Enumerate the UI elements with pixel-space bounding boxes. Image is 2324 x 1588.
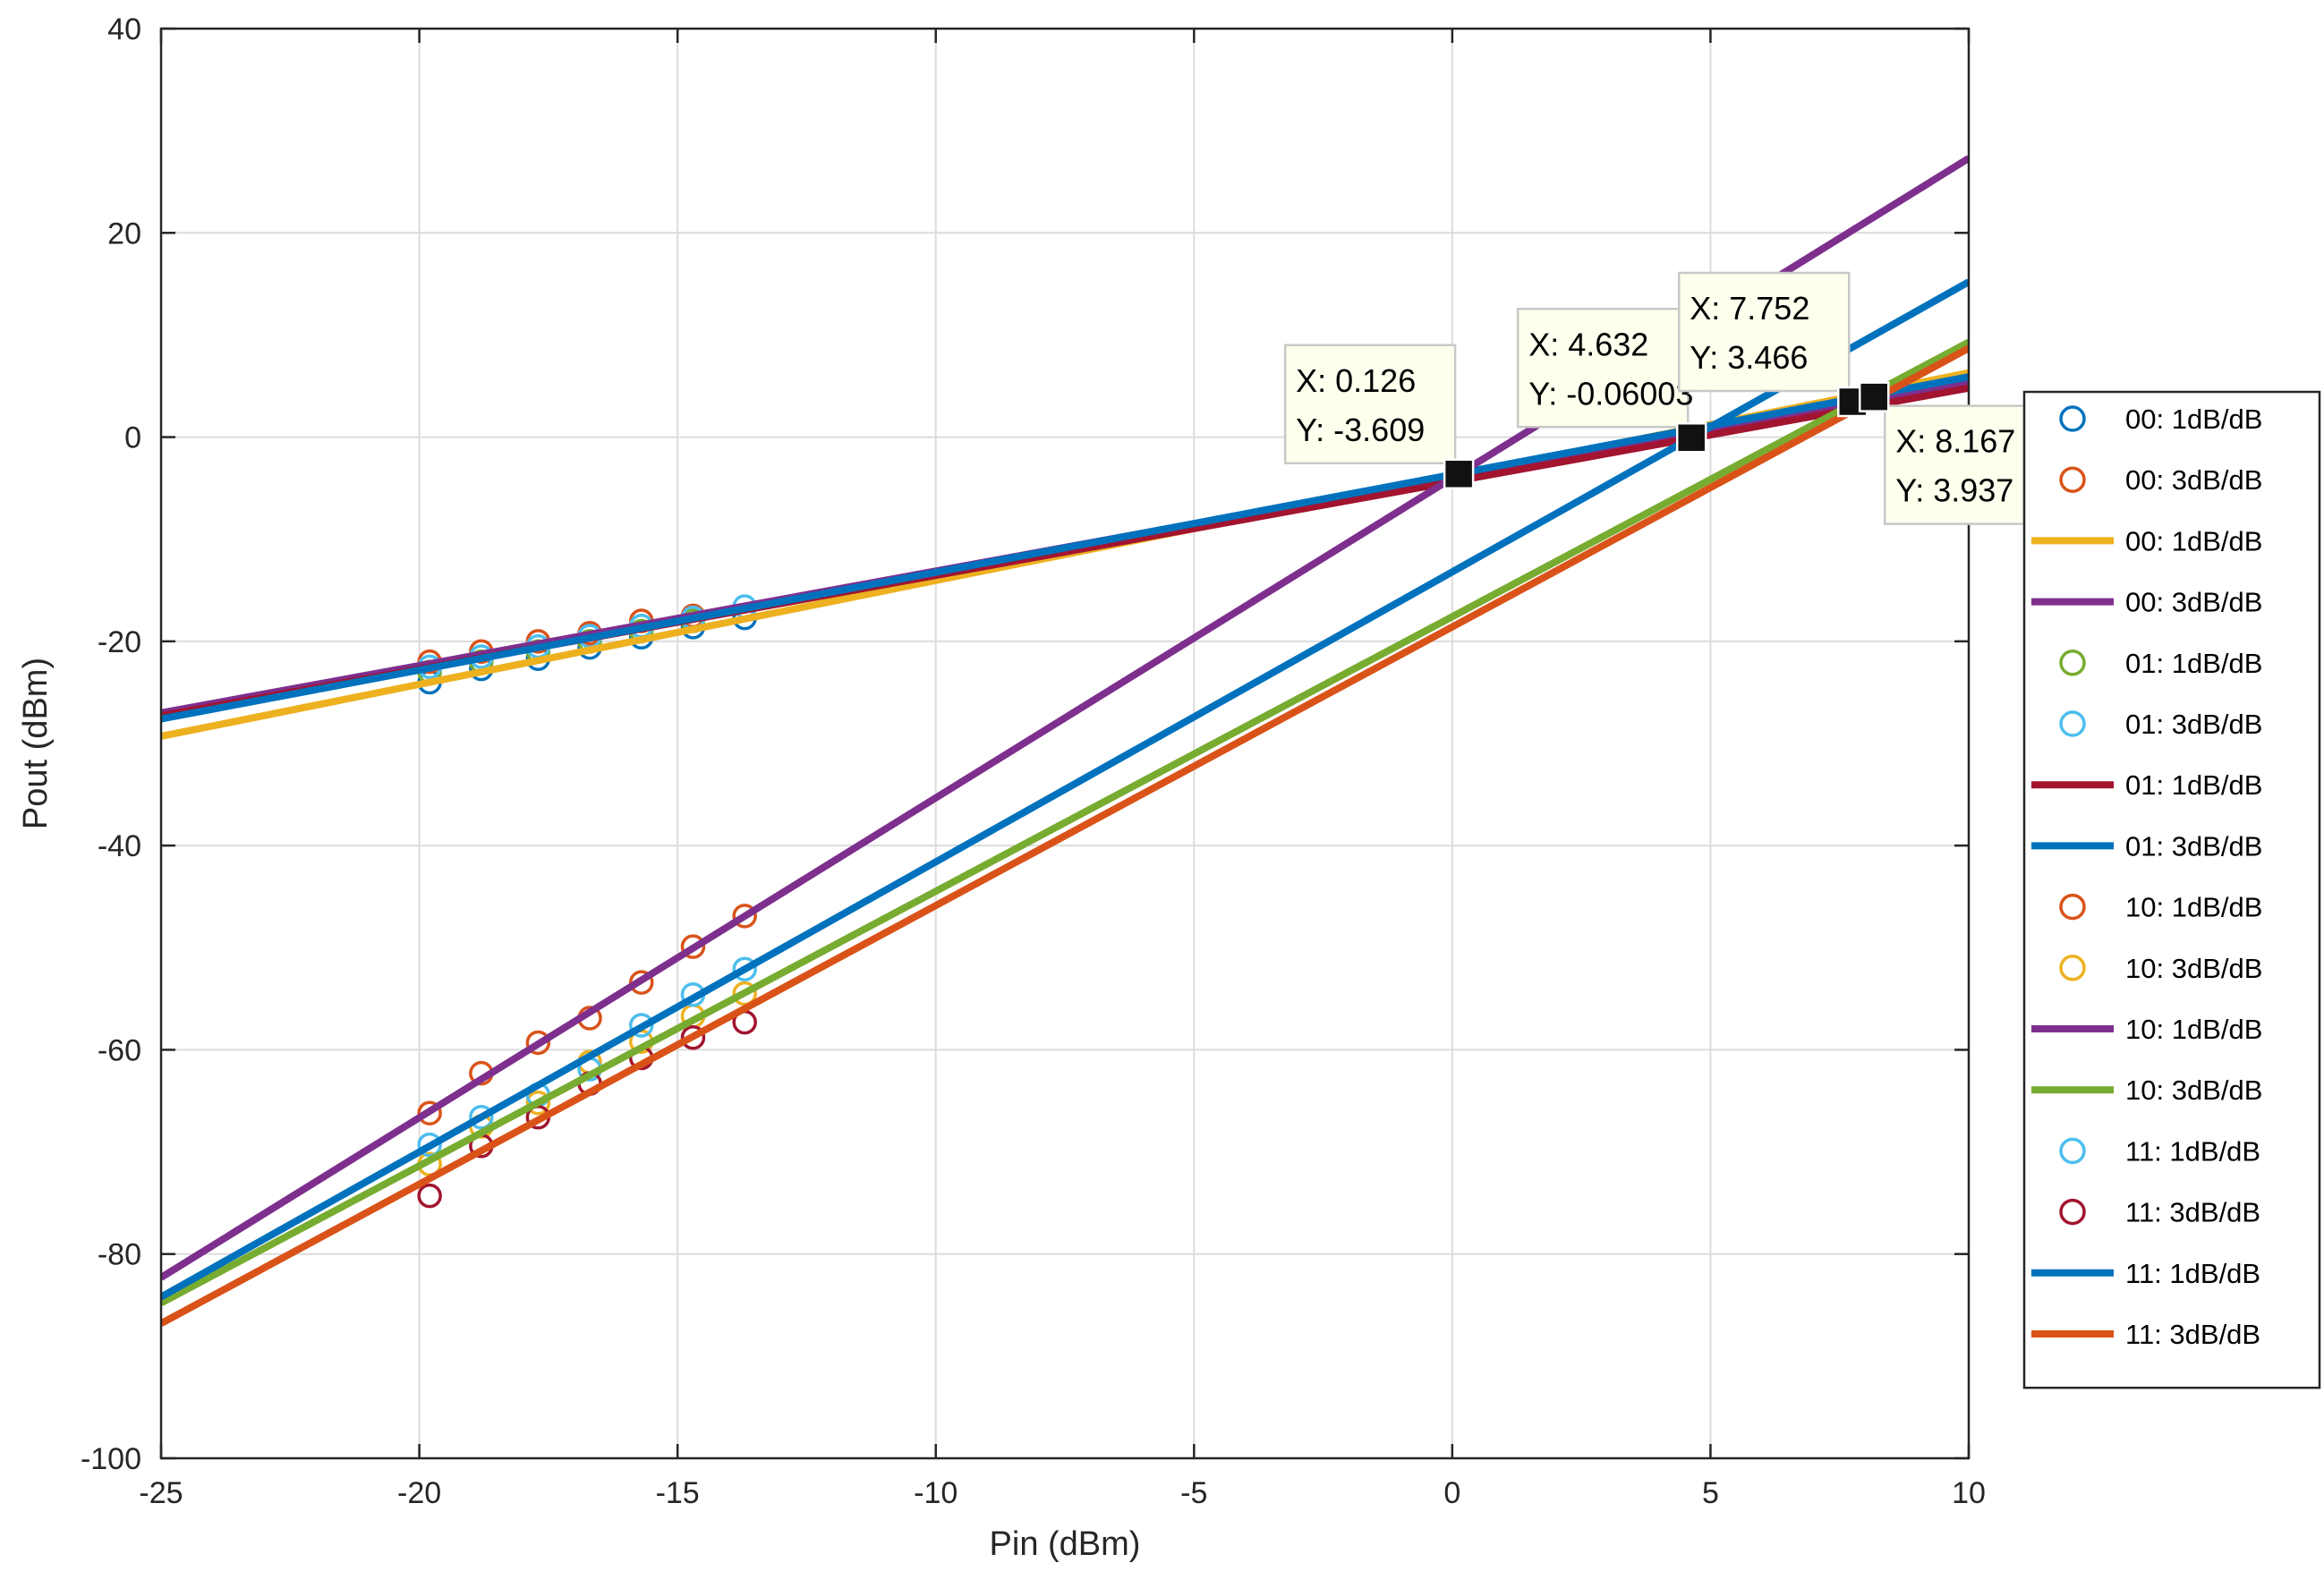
series-marker — [525, 1030, 551, 1056]
datatip-x-value: X: 4.632 — [1528, 326, 1648, 362]
y-tick-label: -60 — [98, 1033, 141, 1067]
legend-label: 00: 3dB/dB — [2125, 464, 2262, 496]
legend-label: 11: 3dB/dB — [2125, 1197, 2260, 1228]
series-marker — [732, 956, 757, 982]
legend-item[interactable]: 11: 3dB/dB — [2059, 1197, 2260, 1228]
datatip[interactable]: X: 4.632 Y: -0.06003 — [1516, 308, 1707, 454]
datatip-box — [1678, 271, 1851, 393]
x-tick-label: -10 — [914, 1476, 958, 1510]
legend-label: 10: 3dB/dB — [2125, 953, 2262, 984]
x-tick-label: -5 — [1180, 1476, 1207, 1510]
legend-label: 10: 1dB/dB — [2125, 1014, 2262, 1045]
legend-label: 01: 1dB/dB — [2125, 648, 2262, 679]
legend-label: 11: 1dB/dB — [2125, 1258, 2260, 1289]
legend-label: 01: 3dB/dB — [2125, 709, 2262, 740]
legend-item[interactable]: 10: 3dB/dB — [2031, 1074, 2262, 1106]
series-marker — [732, 904, 757, 929]
y-axis-label: Pout (dBm) — [17, 658, 55, 829]
y-tick-label: 0 — [124, 421, 141, 455]
x-tick-label: -25 — [139, 1476, 183, 1510]
legend-label: 00: 1dB/dB — [2125, 525, 2262, 556]
legend-item[interactable]: 01: 3dB/dB — [2031, 830, 2262, 862]
legend-box — [2022, 390, 2321, 1389]
series-marker — [469, 1105, 494, 1130]
legend-item[interactable]: 00: 3dB/dB — [2059, 464, 2262, 496]
legend-item[interactable]: 11: 1dB/dB — [2031, 1258, 2260, 1289]
legend-item[interactable]: 01: 3dB/dB — [2059, 709, 2262, 740]
legend-label: 11: 3dB/dB — [2125, 1319, 2260, 1350]
legend-marker-swatch — [2059, 955, 2086, 981]
legend-item[interactable]: 10: 3dB/dB — [2059, 953, 2262, 984]
legend-label: 10: 1dB/dB — [2125, 892, 2262, 923]
legend-item[interactable]: 00: 1dB/dB — [2059, 403, 2262, 435]
legend-marker-swatch — [2059, 650, 2086, 676]
y-tick-label: 20 — [107, 217, 141, 251]
series-marker — [628, 1013, 654, 1038]
series-marker — [417, 1100, 442, 1125]
legend-marker-swatch — [2059, 466, 2086, 493]
datatip-y-value: Y: 3.466 — [1690, 339, 1808, 376]
legend[interactable]: 00: 1dB/dB 00: 3dB/dB 00: 1dB/dB 00: 3dB/dB… — [2022, 390, 2321, 1389]
x-axis-label: Pin (dBm) — [990, 1525, 1141, 1563]
legend-label: 10: 3dB/dB — [2125, 1074, 2262, 1106]
series-line — [161, 338, 1969, 1307]
datatip-marker — [1443, 458, 1475, 490]
legend-marker-swatch — [2059, 710, 2086, 737]
y-tick-label: -80 — [98, 1238, 141, 1272]
series-line — [161, 344, 1969, 1327]
x-tick-label: -15 — [656, 1476, 700, 1510]
x-tick-label: 10 — [1952, 1476, 1986, 1510]
legend-marker-swatch — [2059, 893, 2086, 921]
series-marker — [525, 1091, 551, 1116]
y-tick-label: 40 — [107, 13, 141, 47]
series-marker — [732, 981, 757, 1006]
y-tick-label: -20 — [98, 625, 141, 659]
datatip-y-value: Y: -0.06003 — [1528, 375, 1693, 412]
legend-marker-swatch — [2059, 1198, 2086, 1226]
legend-item[interactable]: 00: 1dB/dB — [2031, 525, 2262, 556]
legend-label: 11: 1dB/dB — [2125, 1135, 2260, 1167]
datatip-x-value: X: 0.126 — [1296, 362, 1416, 399]
x-tick-label: 0 — [1443, 1476, 1460, 1510]
legend-label: 00: 1dB/dB — [2125, 403, 2262, 435]
x-tick-label: -20 — [397, 1476, 441, 1510]
legend-item[interactable]: 00: 3dB/dB — [2031, 587, 2262, 618]
datatip[interactable]: X: 0.126 Y: -3.609 — [1283, 344, 1475, 490]
series-marker — [680, 934, 706, 959]
datatip-x-value: X: 7.752 — [1690, 290, 1809, 327]
datatip[interactable]: X: 7.752 Y: 3.466 — [1678, 271, 1869, 418]
legend-marker-swatch — [2059, 405, 2086, 432]
datatip-x-value: X: 8.167 — [1895, 423, 2015, 460]
legend-marker-swatch — [2059, 1137, 2086, 1165]
y-tick-label: -40 — [98, 829, 141, 863]
series-marker — [680, 1024, 706, 1050]
datatip-y-value: Y: -3.609 — [1296, 412, 1425, 448]
datatip-y-value: Y: 3.937 — [1895, 472, 2013, 509]
legend-item[interactable]: 10: 1dB/dB — [2031, 1014, 2262, 1045]
legend-item[interactable]: 01: 1dB/dB — [2059, 648, 2262, 679]
x-tick-label: 5 — [1702, 1476, 1719, 1510]
series-line — [161, 373, 1969, 723]
series-marker — [417, 1132, 442, 1158]
datatip-marker — [1675, 422, 1707, 454]
legend-item[interactable]: 10: 1dB/dB — [2059, 892, 2262, 923]
legend-item[interactable]: 11: 1dB/dB — [2059, 1135, 2260, 1167]
series-marker — [628, 970, 654, 995]
legend-item[interactable]: 01: 1dB/dB — [2031, 769, 2262, 801]
series-line — [161, 278, 1969, 1301]
datatip-marker — [1858, 381, 1890, 412]
legend-label: 01: 3dB/dB — [2125, 830, 2262, 862]
datatip-box — [1516, 308, 1690, 429]
datatip-box — [1283, 344, 1457, 465]
legend-label: 01: 1dB/dB — [2125, 769, 2262, 801]
legend-item[interactable]: 11: 3dB/dB — [2031, 1319, 2260, 1350]
axis-ticks: -25 -20 -15 -10 -5 0 5 10 -100 -80 -60 -40 -20 0 20 40 — [81, 13, 1986, 1510]
legend-label: 00: 3dB/dB — [2125, 587, 2262, 618]
series-marker — [417, 1183, 442, 1209]
y-tick-label: -100 — [81, 1442, 141, 1476]
axes-box — [159, 27, 1971, 1460]
